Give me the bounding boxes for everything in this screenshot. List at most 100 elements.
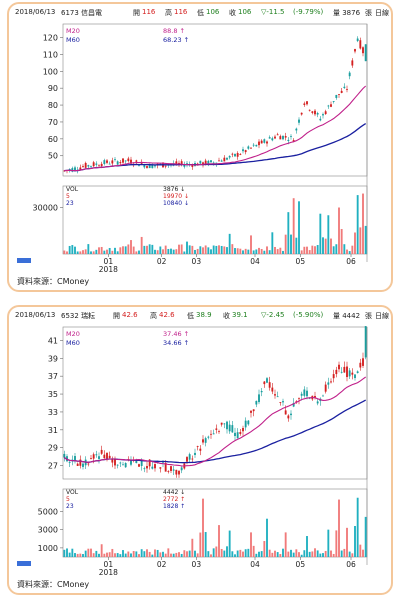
- candle-body: [135, 460, 138, 464]
- candle-body: [79, 167, 82, 170]
- volume-bar: [82, 250, 84, 254]
- candle-body: [295, 401, 298, 403]
- volume-bar: [354, 232, 356, 254]
- candle-body: [314, 396, 316, 398]
- x-tick-label: 02: [157, 560, 167, 569]
- candle-body: [114, 459, 116, 466]
- candle-body: [298, 398, 300, 400]
- quote-date: 2018/06/13: [15, 311, 56, 319]
- volume-bar: [167, 548, 170, 557]
- chart-panel-6532: 2018/06/13 6532 瑞耘 開 42.6 高 42.6 低 38.9 …: [7, 305, 393, 595]
- candle-body: [138, 464, 140, 467]
- volume-bar: [63, 250, 66, 254]
- candle-body: [180, 467, 183, 471]
- volume-bar: [130, 240, 132, 254]
- volume-bar: [354, 525, 356, 557]
- candle-body: [175, 469, 178, 475]
- volume-bar: [154, 249, 156, 254]
- candle-body: [260, 140, 263, 144]
- volume-bar: [319, 213, 322, 254]
- open-value: 116: [142, 8, 156, 16]
- volume-bar: [340, 229, 343, 254]
- candle-body: [308, 109, 311, 111]
- candle-body: [322, 395, 324, 397]
- candle-body: [114, 159, 116, 161]
- candle-body: [92, 454, 95, 459]
- candle-body: [252, 409, 255, 412]
- ma20-line: [63, 376, 367, 467]
- candle-body: [106, 160, 108, 163]
- volume-bar: [191, 245, 194, 254]
- change-pct: (-5.90%): [293, 311, 324, 319]
- candle-body: [207, 436, 210, 438]
- candle-body: [316, 113, 319, 115]
- change-value: ▽-11.5: [261, 8, 285, 16]
- candle-body: [287, 139, 290, 142]
- candle-body: [343, 366, 346, 373]
- volume-bar: [196, 553, 199, 557]
- volume-bar: [266, 246, 268, 254]
- volume-bar: [364, 516, 367, 557]
- volume-bar: [327, 529, 330, 557]
- candle-body: [106, 452, 108, 459]
- volume-bar: [76, 553, 79, 557]
- volume-bar: [143, 551, 146, 557]
- volume-bar: [143, 245, 146, 254]
- volume-bar: [218, 525, 220, 557]
- candle-body: [215, 428, 218, 430]
- candle-body: [330, 381, 332, 383]
- candle-body: [74, 456, 76, 462]
- candle-body: [116, 161, 119, 165]
- volume-bar: [100, 544, 103, 557]
- candle-body: [247, 146, 250, 149]
- volume-bar: [106, 249, 108, 254]
- volume-bar: [108, 247, 111, 254]
- volume-bar: [76, 251, 79, 254]
- candle-body: [71, 168, 74, 172]
- x-tick-label: 06: [346, 560, 356, 569]
- volume-bar: [314, 548, 316, 557]
- vol-legend-value: 3876 ↓: [163, 186, 185, 193]
- volume-bar: [210, 249, 212, 254]
- volume-bar: [252, 250, 255, 254]
- candle-body: [274, 394, 276, 396]
- volume-bar: [194, 550, 196, 557]
- volume-bar: [335, 530, 338, 557]
- candle-body: [148, 164, 151, 169]
- volume-bar: [135, 251, 138, 254]
- candle-body: [183, 164, 186, 167]
- volume-bar: [202, 247, 204, 254]
- open-label: 開: [133, 9, 140, 17]
- candle-body: [138, 165, 140, 167]
- y-tick-label: 41: [48, 336, 58, 345]
- candle-body: [188, 454, 191, 460]
- candle-body: [284, 410, 287, 415]
- volume-bar: [151, 244, 154, 254]
- change-pct: (-9.79%): [293, 8, 324, 16]
- stock-name: 6532 瑞耘: [61, 312, 96, 320]
- volume-bar: [188, 550, 191, 557]
- candle-body: [159, 163, 162, 165]
- vol-legend-name: VOL: [66, 489, 79, 496]
- volume-bar: [338, 499, 340, 557]
- candle-body: [175, 161, 178, 165]
- volume-bar: [82, 554, 84, 557]
- candle-body: [164, 462, 167, 472]
- y-tick-label: 27: [48, 462, 58, 471]
- candle-body: [274, 136, 276, 139]
- candle-body: [100, 449, 103, 454]
- high-label: 高: [165, 9, 172, 17]
- volume-bar: [92, 251, 95, 254]
- candle-body: [276, 134, 279, 136]
- candle-body: [332, 374, 335, 379]
- candle-body: [290, 135, 292, 137]
- volume-bar: [247, 249, 250, 254]
- volume-bar: [228, 233, 231, 254]
- candle-body: [151, 164, 154, 169]
- volume-bar: [362, 193, 364, 254]
- candle-body: [255, 144, 258, 147]
- ma-legend-name: M20: [66, 330, 80, 338]
- vol-legend-name: VOL: [66, 186, 79, 193]
- volume-bar: [122, 550, 124, 557]
- volume-bar: [244, 549, 247, 557]
